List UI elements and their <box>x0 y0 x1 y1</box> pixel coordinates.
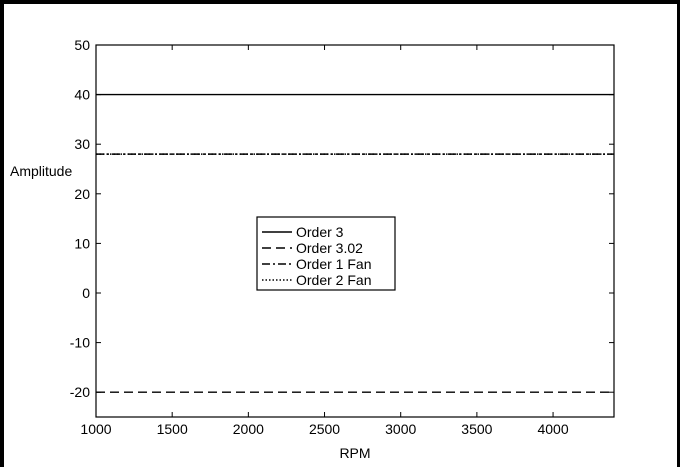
legend-box <box>256 216 396 291</box>
y-tick-label: 50 <box>74 37 90 53</box>
x-axis-label: RPM <box>339 445 370 461</box>
x-tick-label: 1500 <box>157 421 188 437</box>
y-tick-label: -20 <box>70 384 90 400</box>
y-tick-label: 30 <box>74 136 90 152</box>
legend-label: Order 1 Fan <box>296 256 371 272</box>
legend-label: Order 2 Fan <box>296 272 371 288</box>
y-tick-label: 40 <box>74 87 90 103</box>
y-axis-label: Amplitude <box>10 163 72 179</box>
x-tick-label: 2000 <box>233 421 264 437</box>
x-tick-label: 3000 <box>385 421 416 437</box>
y-tick-label: 20 <box>74 186 90 202</box>
x-tick-label: 3500 <box>461 421 492 437</box>
y-tick-label: -10 <box>70 335 90 351</box>
x-tick-label: 2500 <box>309 421 340 437</box>
x-tick-label: 4000 <box>537 421 568 437</box>
legend-label: Order 3.02 <box>296 240 363 256</box>
y-tick-label: 0 <box>82 285 90 301</box>
y-tick-label: 10 <box>74 235 90 251</box>
x-tick-label: 1000 <box>80 421 111 437</box>
legend-label: Order 3 <box>296 224 344 240</box>
